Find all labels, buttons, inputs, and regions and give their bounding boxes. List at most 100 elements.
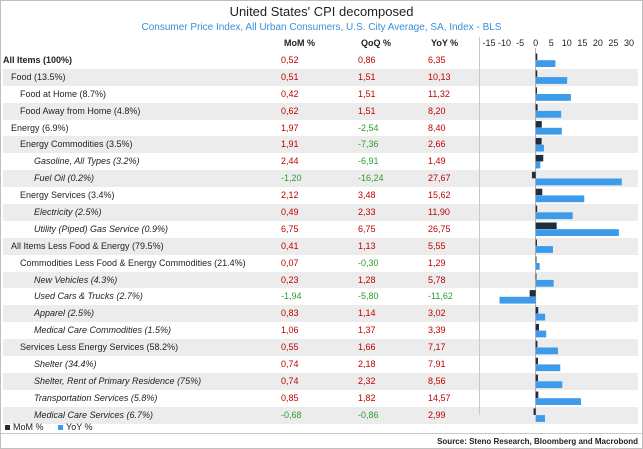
table-row: Used Cars & Trucks (2.7%) -1,94 -5,80 -11,6… bbox=[3, 288, 638, 305]
table-row: Energy Services (3.4%) 2,12 3,48 15,62 bbox=[3, 187, 638, 204]
chart-subtitle: Consumer Price Index, All Urban Consumer… bbox=[141, 22, 502, 33]
yoy-value: 8,40 bbox=[428, 122, 446, 133]
mom-bar bbox=[535, 323, 539, 331]
yoy-value: 15,62 bbox=[428, 190, 451, 201]
yoy-bar bbox=[535, 94, 571, 101]
mom-bar bbox=[535, 357, 538, 365]
table-row: Utility (Piped) Gas Service (0.9%) 6,75 6,… bbox=[3, 221, 638, 238]
row-label: Energy Commodities (3.5%) bbox=[20, 139, 133, 150]
mom-value: 2,12 bbox=[281, 190, 299, 201]
yoy-value: 6,35 bbox=[428, 55, 446, 65]
mom-value: 2,44 bbox=[281, 156, 299, 167]
yoy-value: 7,91 bbox=[428, 359, 446, 370]
mom-value: 0,23 bbox=[281, 274, 299, 285]
yoy-value: 7,17 bbox=[428, 342, 446, 353]
row-label: Medical Care Commodities (1.5%) bbox=[34, 325, 172, 336]
yoy-value: 2,99 bbox=[428, 409, 446, 420]
mom-value: 0,49 bbox=[281, 207, 299, 218]
table-divider bbox=[479, 37, 480, 415]
qoq-value: 1,66 bbox=[358, 342, 376, 353]
yoy-value: 14,57 bbox=[428, 392, 451, 403]
x-tick-label: 25 bbox=[608, 38, 618, 48]
qoq-value: -0,30 bbox=[358, 257, 379, 268]
yoy-value: 11,90 bbox=[428, 207, 450, 218]
yoy-bar bbox=[535, 330, 547, 338]
x-tick-label: 5 bbox=[549, 38, 554, 48]
mom-bar bbox=[535, 87, 537, 94]
mom-value: 1,06 bbox=[281, 325, 299, 336]
mom-bar bbox=[535, 104, 538, 111]
row-label: Transportation Services (5.8%) bbox=[34, 392, 158, 403]
row-label: New Vehicles (4.3%) bbox=[34, 274, 118, 285]
yoy-bar bbox=[535, 144, 544, 152]
qoq-value: 0,86 bbox=[358, 55, 376, 65]
yoy-bar bbox=[535, 212, 573, 220]
yoy-value: 1,49 bbox=[428, 156, 446, 167]
mom-value: 6,75 bbox=[281, 223, 299, 234]
row-label: All Items (100%) bbox=[3, 55, 73, 65]
mom-bar bbox=[535, 307, 539, 314]
legend: MoM % YoY % bbox=[5, 422, 105, 432]
mom-value: 0,83 bbox=[281, 308, 299, 319]
yoy-value: 1,29 bbox=[428, 257, 446, 268]
mom-value: 0,41 bbox=[281, 240, 299, 251]
table-row: Medical Care Commodities (1.5%) 1,06 1,37 3… bbox=[3, 322, 638, 339]
legend-swatch-mom bbox=[5, 425, 10, 431]
row-label: Energy (6.9%) bbox=[11, 122, 69, 133]
header-yoy: YoY % bbox=[431, 38, 459, 48]
yoy-value: 27,67 bbox=[428, 173, 451, 184]
mom-bar bbox=[535, 374, 538, 382]
legend-label-yoy: YoY % bbox=[66, 422, 93, 432]
x-tick-label: 20 bbox=[593, 38, 603, 48]
header-qoq: QoQ % bbox=[361, 38, 392, 48]
mom-value: 0,42 bbox=[281, 88, 299, 99]
mom-bar bbox=[535, 205, 538, 213]
yoy-bar bbox=[535, 195, 585, 203]
x-tick-label: -5 bbox=[516, 38, 524, 48]
table-row: Commodities Less Food & Energy Commoditi… bbox=[3, 255, 638, 272]
yoy-value: 5,78 bbox=[428, 274, 446, 285]
qoq-value: 1,28 bbox=[358, 274, 376, 285]
row-label: Utility (Piped) Gas Service (0.9%) bbox=[34, 223, 169, 234]
row-label: Services Less Energy Services (58.2%) bbox=[20, 342, 179, 353]
qoq-value: -0,86 bbox=[358, 409, 379, 420]
x-tick-label: -15 bbox=[482, 38, 495, 48]
x-tick-label: 30 bbox=[624, 38, 634, 48]
qoq-value: 1,37 bbox=[358, 325, 376, 336]
row-label: Commodities Less Food & Energy Commoditi… bbox=[20, 257, 246, 268]
header-mom: MoM % bbox=[284, 38, 315, 48]
yoy-value: 2,66 bbox=[428, 139, 446, 150]
yoy-value: 3,39 bbox=[428, 325, 446, 336]
row-label: Shelter, Rent of Primary Residence (75%) bbox=[34, 375, 202, 386]
yoy-bar bbox=[535, 279, 554, 287]
mom-bar bbox=[535, 391, 539, 398]
source-note: Source: Steno Research, Bloomberg and Ma… bbox=[437, 437, 638, 446]
qoq-value: 2,33 bbox=[358, 207, 376, 218]
yoy-bar bbox=[535, 398, 581, 405]
row-label: Gasoline, All Types (3.2%) bbox=[34, 156, 140, 167]
yoy-bar bbox=[535, 246, 553, 253]
footer-divider bbox=[1, 433, 642, 434]
yoy-bar bbox=[535, 364, 561, 372]
chart-title: United States' CPI decomposed bbox=[229, 4, 414, 19]
mom-value: -1,94 bbox=[281, 291, 302, 302]
mom-value: 0,62 bbox=[281, 105, 299, 116]
mom-bar bbox=[535, 340, 538, 348]
legend-item-yoy: YoY % bbox=[58, 422, 93, 432]
row-label: Shelter (34.4%) bbox=[34, 359, 97, 370]
yoy-bar bbox=[535, 110, 562, 118]
qoq-value: 6,75 bbox=[358, 223, 376, 234]
table-row: Gasoline, All Types (3.2%) 2,44 -6,91 1,49 bbox=[3, 153, 638, 170]
yoy-value: 3,02 bbox=[428, 308, 446, 319]
yoy-bar bbox=[535, 178, 622, 186]
row-label: Apparel (2.5%) bbox=[34, 308, 95, 319]
qoq-value: 2,18 bbox=[358, 359, 376, 370]
qoq-value: 1,13 bbox=[358, 240, 376, 251]
mom-value: 0,74 bbox=[281, 359, 299, 370]
qoq-value: 1,51 bbox=[358, 105, 376, 116]
x-tick-label: 15 bbox=[577, 38, 587, 48]
row-label: Medical Care Services (6.7%) bbox=[34, 409, 154, 420]
table-row: Energy (6.9%) 1,97 -2,54 8,40 bbox=[3, 120, 638, 137]
mom-value: 0,74 bbox=[281, 375, 299, 386]
yoy-bar bbox=[499, 296, 536, 304]
